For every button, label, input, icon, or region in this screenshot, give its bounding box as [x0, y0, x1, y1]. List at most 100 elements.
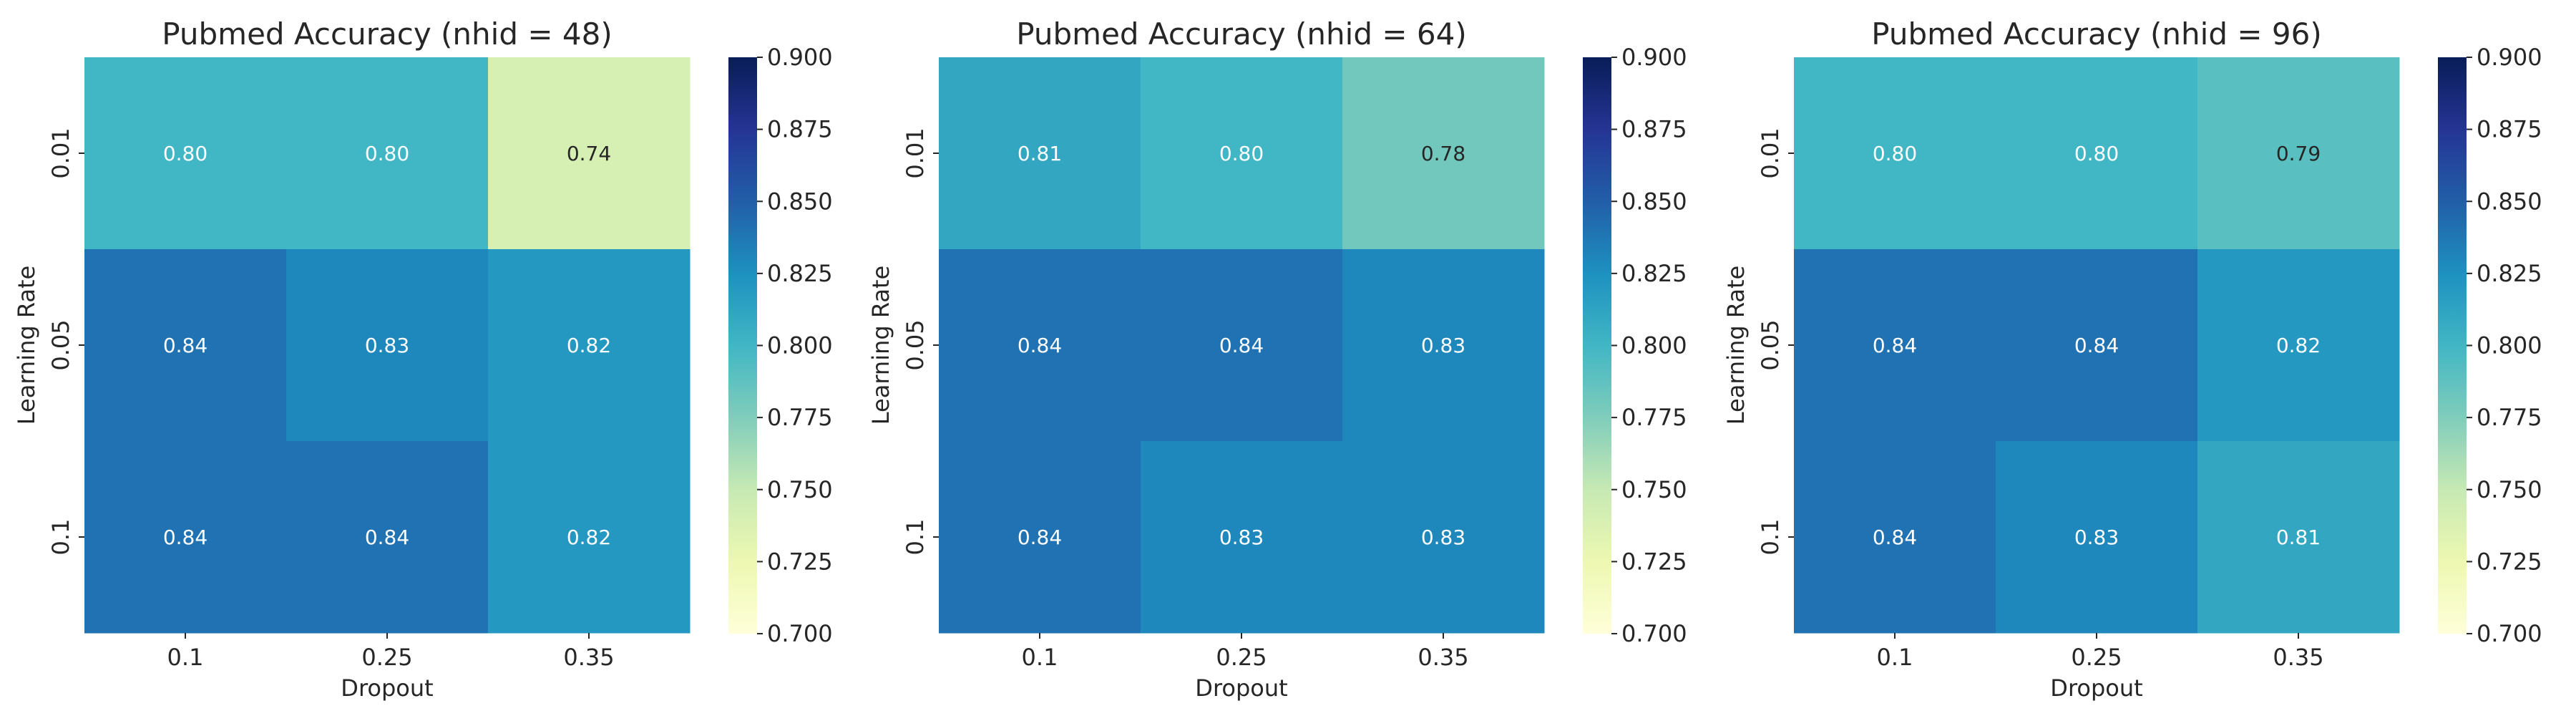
y-axis-label: Learning Rate — [13, 266, 40, 425]
heatmap-cell-label: 0.83 — [365, 334, 409, 357]
y-tick-label: 0.1 — [47, 519, 74, 556]
colorbar-tick-label: 0.775 — [2477, 404, 2542, 431]
x-axis-label: Dropout — [1195, 674, 1287, 702]
heatmap-cell-label: 0.80 — [2074, 142, 2119, 165]
x-tick-label: 0.25 — [361, 644, 412, 671]
colorbar-tick-label: 0.850 — [1621, 188, 1687, 215]
heatmap-cell-label: 0.80 — [1219, 142, 1264, 165]
colorbar-tick-label: 0.850 — [2477, 188, 2542, 215]
heatmap-cell-label: 0.84 — [163, 334, 208, 357]
heatmap-cell — [286, 57, 489, 250]
heatmap-cell — [286, 249, 489, 442]
heatmap-cell — [84, 441, 287, 634]
chart-title: Pubmed Accuracy (nhid = 64) — [1016, 16, 1466, 52]
heatmap-cell-label: 0.84 — [1873, 526, 1917, 549]
heatmap-cell-label: 0.80 — [365, 142, 409, 165]
heatmap-cell — [286, 441, 489, 634]
colorbar-tick-label: 0.775 — [767, 404, 833, 431]
x-tick-label: 0.1 — [1022, 644, 1058, 671]
y-tick-label: 0.05 — [902, 319, 929, 370]
colorbar-tick-label: 0.825 — [1621, 260, 1687, 287]
heatmap-cell — [84, 57, 287, 250]
heatmap-cell-label: 0.84 — [2074, 334, 2119, 357]
x-tick-label: 0.35 — [1418, 644, 1468, 671]
y-tick-label: 0.05 — [1757, 319, 1784, 370]
colorbar-tick-label: 0.700 — [1621, 620, 1687, 647]
heatmap-cell — [939, 249, 1141, 442]
heatmap-cell — [2197, 249, 2400, 442]
heatmap-cell-label: 0.80 — [163, 142, 208, 165]
colorbar-tick-label: 0.900 — [767, 44, 833, 71]
colorbar-tick-label: 0.700 — [767, 620, 833, 647]
chart-title: Pubmed Accuracy (nhid = 48) — [162, 16, 612, 52]
heatmap-cell — [488, 441, 691, 634]
heatmap-cell — [1141, 249, 1343, 442]
heatmap-cell-label: 0.84 — [163, 526, 208, 549]
colorbar-tick-label: 0.825 — [2477, 260, 2542, 287]
heatmap-cell — [2197, 57, 2400, 250]
heatmap-cell-label: 0.82 — [2276, 334, 2321, 357]
colorbar-tick-label: 0.750 — [1621, 476, 1687, 503]
x-tick-label: 0.1 — [167, 644, 204, 671]
x-tick-label: 0.35 — [563, 644, 614, 671]
y-tick-label: 0.05 — [47, 319, 74, 370]
heatmap-cell — [939, 57, 1141, 250]
colorbar-tick-label: 0.875 — [2477, 116, 2542, 143]
colorbar — [1583, 57, 1611, 634]
heatmap-cell-label: 0.82 — [567, 526, 611, 549]
colorbar — [2438, 57, 2467, 634]
colorbar-tick-label: 0.900 — [2477, 44, 2542, 71]
x-axis-label: Dropout — [2050, 674, 2142, 702]
heatmap-cell-label: 0.79 — [2276, 142, 2321, 165]
colorbar-tick-label: 0.750 — [767, 476, 833, 503]
heatmap-cell — [1141, 441, 1343, 634]
colorbar-tick-label: 0.725 — [2477, 548, 2542, 575]
colorbar-tick-label: 0.800 — [767, 332, 833, 359]
heatmap-cell-label: 0.84 — [1219, 334, 1264, 357]
heatmap-cell — [1141, 57, 1343, 250]
heatmap-cell — [488, 249, 691, 442]
colorbar-tick-label: 0.800 — [1621, 332, 1687, 359]
heatmap-cell-label: 0.78 — [1421, 142, 1465, 165]
heatmap-cell-label: 0.81 — [2276, 526, 2321, 549]
heatmap-cell-label: 0.74 — [567, 142, 611, 165]
heatmap-panel-3: Pubmed Accuracy (nhid = 96) 0.80 0.80 0.79 0… — [1722, 16, 2542, 702]
heatmap-cell — [1794, 249, 1996, 442]
colorbar-tick-label: 0.850 — [767, 188, 833, 215]
y-tick-label: 0.01 — [1757, 127, 1784, 178]
heatmap-cell-label: 0.84 — [365, 526, 409, 549]
y-axis-label: Learning Rate — [1722, 266, 1750, 425]
colorbar-tick-label: 0.750 — [2477, 476, 2542, 503]
colorbar-tick-label: 0.700 — [2477, 620, 2542, 647]
heatmap-cell — [1996, 249, 2198, 442]
heatmap-cell — [1342, 249, 1545, 442]
heatmap-cell-label: 0.83 — [1421, 526, 1465, 549]
heatmap-cell — [488, 57, 691, 250]
colorbar-tick-label: 0.725 — [767, 548, 833, 575]
colorbar-tick-label: 0.875 — [1621, 116, 1687, 143]
heatmap-cell-label: 0.84 — [1018, 334, 1062, 357]
colorbar-tick-label: 0.900 — [1621, 44, 1687, 71]
x-tick-label: 0.25 — [2071, 644, 2122, 671]
colorbar-tick-label: 0.725 — [1621, 548, 1687, 575]
x-axis-label: Dropout — [341, 674, 433, 702]
heatmap-cell — [1996, 441, 2198, 634]
heatmap-cell — [1342, 441, 1545, 634]
heatmap-cell-label: 0.82 — [567, 334, 611, 357]
x-tick-label: 0.1 — [1877, 644, 1913, 671]
heatmap-cell — [1794, 441, 1996, 634]
y-tick-label: 0.1 — [1757, 519, 1784, 556]
colorbar-tick-label: 0.775 — [1621, 404, 1687, 431]
colorbar-tick-label: 0.875 — [767, 116, 833, 143]
colorbar — [728, 57, 757, 634]
heatmap-cell — [939, 441, 1141, 634]
x-tick-label: 0.25 — [1216, 644, 1267, 671]
heatmap-panel-1: Pubmed Accuracy (nhid = 48) 0.80 0.80 0.74 0… — [13, 16, 833, 702]
y-tick-label: 0.1 — [902, 519, 929, 556]
heatmap-cell-label: 0.83 — [2074, 526, 2119, 549]
y-tick-label: 0.01 — [47, 127, 74, 178]
chart-title: Pubmed Accuracy (nhid = 96) — [1871, 16, 2321, 52]
heatmap-cell-label: 0.81 — [1018, 142, 1062, 165]
y-axis-label: Learning Rate — [867, 266, 894, 425]
